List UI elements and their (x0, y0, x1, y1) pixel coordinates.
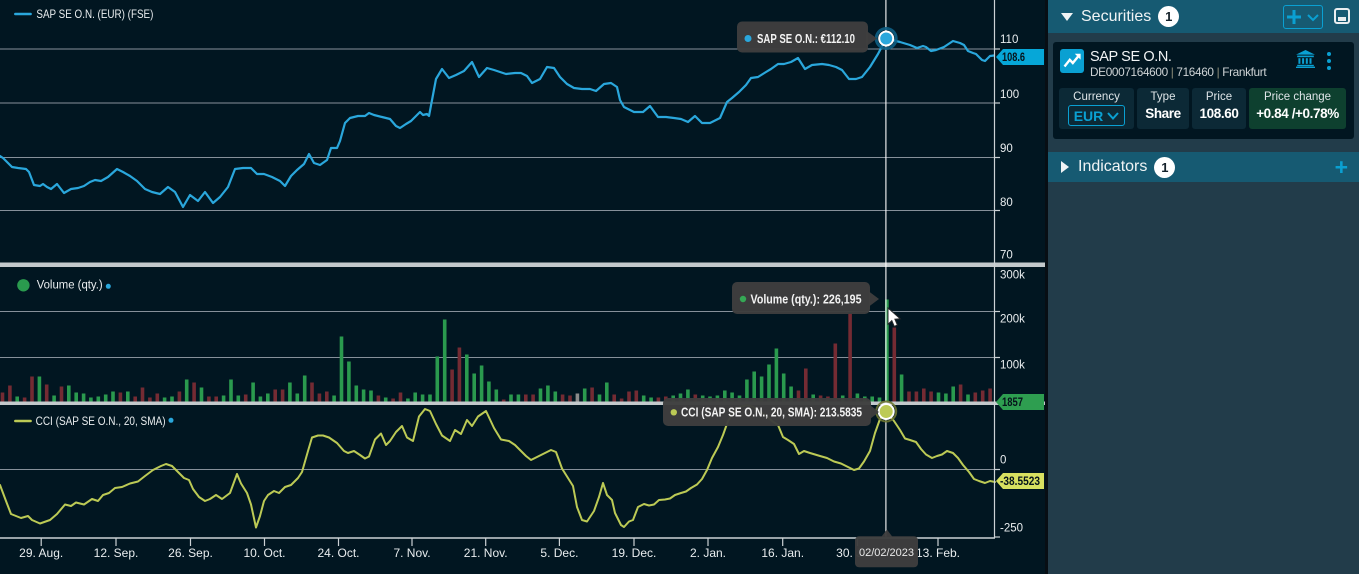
svg-text:26. Sep.: 26. Sep. (168, 546, 213, 560)
svg-text:SAP SE O.N. (EUR) (FSE): SAP SE O.N. (EUR) (FSE) (36, 7, 153, 21)
svg-text:02/02/2023: 02/02/2023 (859, 547, 914, 559)
svg-text:100k: 100k (1000, 360, 1025, 372)
svg-text:Volume (qty.): 226,195: Volume (qty.): 226,195 (751, 292, 862, 307)
svg-text:108.6: 108.6 (1002, 52, 1025, 64)
svg-text:SAP SE O.N.: €112.10: SAP SE O.N.: €112.10 (757, 31, 855, 46)
svg-text:300k: 300k (1000, 270, 1025, 282)
svg-text:12. Sep.: 12. Sep. (94, 546, 139, 560)
svg-text:CCI (SAP SE O.N., 20, SMA): CCI (SAP SE O.N., 20, SMA) (36, 414, 166, 428)
svg-text:-38.5523: -38.5523 (1000, 476, 1040, 488)
svg-text:100: 100 (1000, 89, 1019, 101)
svg-text:13. Feb.: 13. Feb. (916, 546, 960, 560)
svg-text:29. Aug.: 29. Aug. (19, 546, 63, 560)
svg-text:10. Oct.: 10. Oct. (243, 546, 285, 560)
svg-text:110: 110 (1000, 34, 1018, 46)
svg-text:90: 90 (1000, 143, 1013, 155)
svg-text:CCI (SAP SE O.N., 20, SMA): 21: CCI (SAP SE O.N., 20, SMA): 213.5835 (681, 405, 862, 420)
svg-text:-250: -250 (1000, 523, 1023, 535)
svg-text:24. Oct.: 24. Oct. (317, 546, 359, 560)
svg-text:5. Dec.: 5. Dec. (540, 546, 578, 560)
svg-text:2. Jan.: 2. Jan. (690, 546, 726, 560)
svg-text:1857: 1857 (1002, 397, 1023, 409)
svg-text:200k: 200k (1000, 314, 1025, 326)
svg-text:21. Nov.: 21. Nov. (464, 546, 508, 560)
svg-text:70: 70 (1000, 250, 1013, 262)
svg-text:7. Nov.: 7. Nov. (393, 546, 430, 560)
svg-text:16. Jan.: 16. Jan. (761, 546, 804, 560)
svg-text:0: 0 (1000, 455, 1006, 467)
svg-text:80: 80 (1000, 197, 1013, 209)
svg-text:19. Dec.: 19. Dec. (612, 546, 657, 560)
svg-text:Volume (qty.): Volume (qty.) (37, 280, 103, 292)
